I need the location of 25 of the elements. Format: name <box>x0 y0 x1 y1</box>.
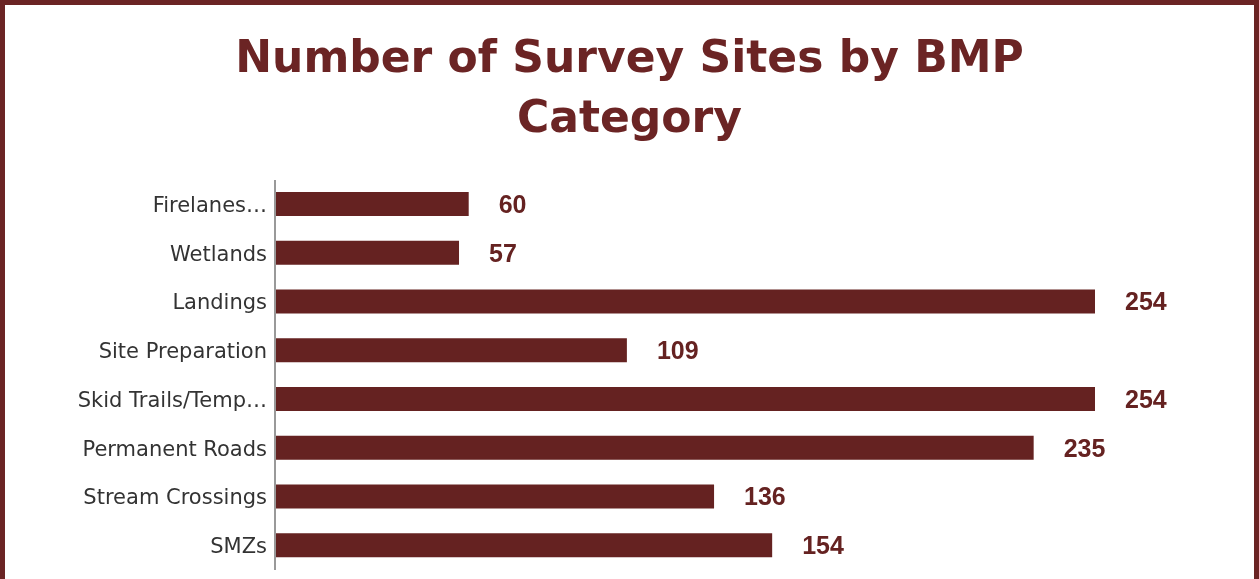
data-label: 254 <box>1125 287 1167 316</box>
data-label: 154 <box>802 531 844 560</box>
bar <box>275 387 1095 411</box>
bar <box>275 240 460 265</box>
data-label: 109 <box>656 336 699 365</box>
y-tick-label: Wetlands <box>170 241 267 266</box>
y-tick-label: Site Preparation <box>98 339 267 364</box>
y-tick-label: Firelanes… <box>152 192 267 217</box>
bar <box>275 533 773 558</box>
data-label: 60 <box>498 189 527 218</box>
y-tick-label: Skid Trails/Temp… <box>77 387 267 412</box>
chart-title: Number of Survey Sites by BMP Category <box>234 30 1025 144</box>
data-label: 136 <box>744 482 786 511</box>
bar <box>275 338 627 363</box>
y-tick-label: Stream Crossings <box>83 485 267 510</box>
bar <box>275 435 1034 460</box>
y-tick-label: SMZs <box>210 534 267 559</box>
data-label: 57 <box>489 238 517 267</box>
bar <box>275 484 715 509</box>
bar <box>275 289 1095 314</box>
data-label: 235 <box>1063 433 1106 462</box>
bar <box>275 192 469 216</box>
data-label: 254 <box>1125 384 1167 413</box>
y-tick-label: Permanent Roads <box>82 436 267 461</box>
y-tick-label: Landings <box>172 290 267 315</box>
